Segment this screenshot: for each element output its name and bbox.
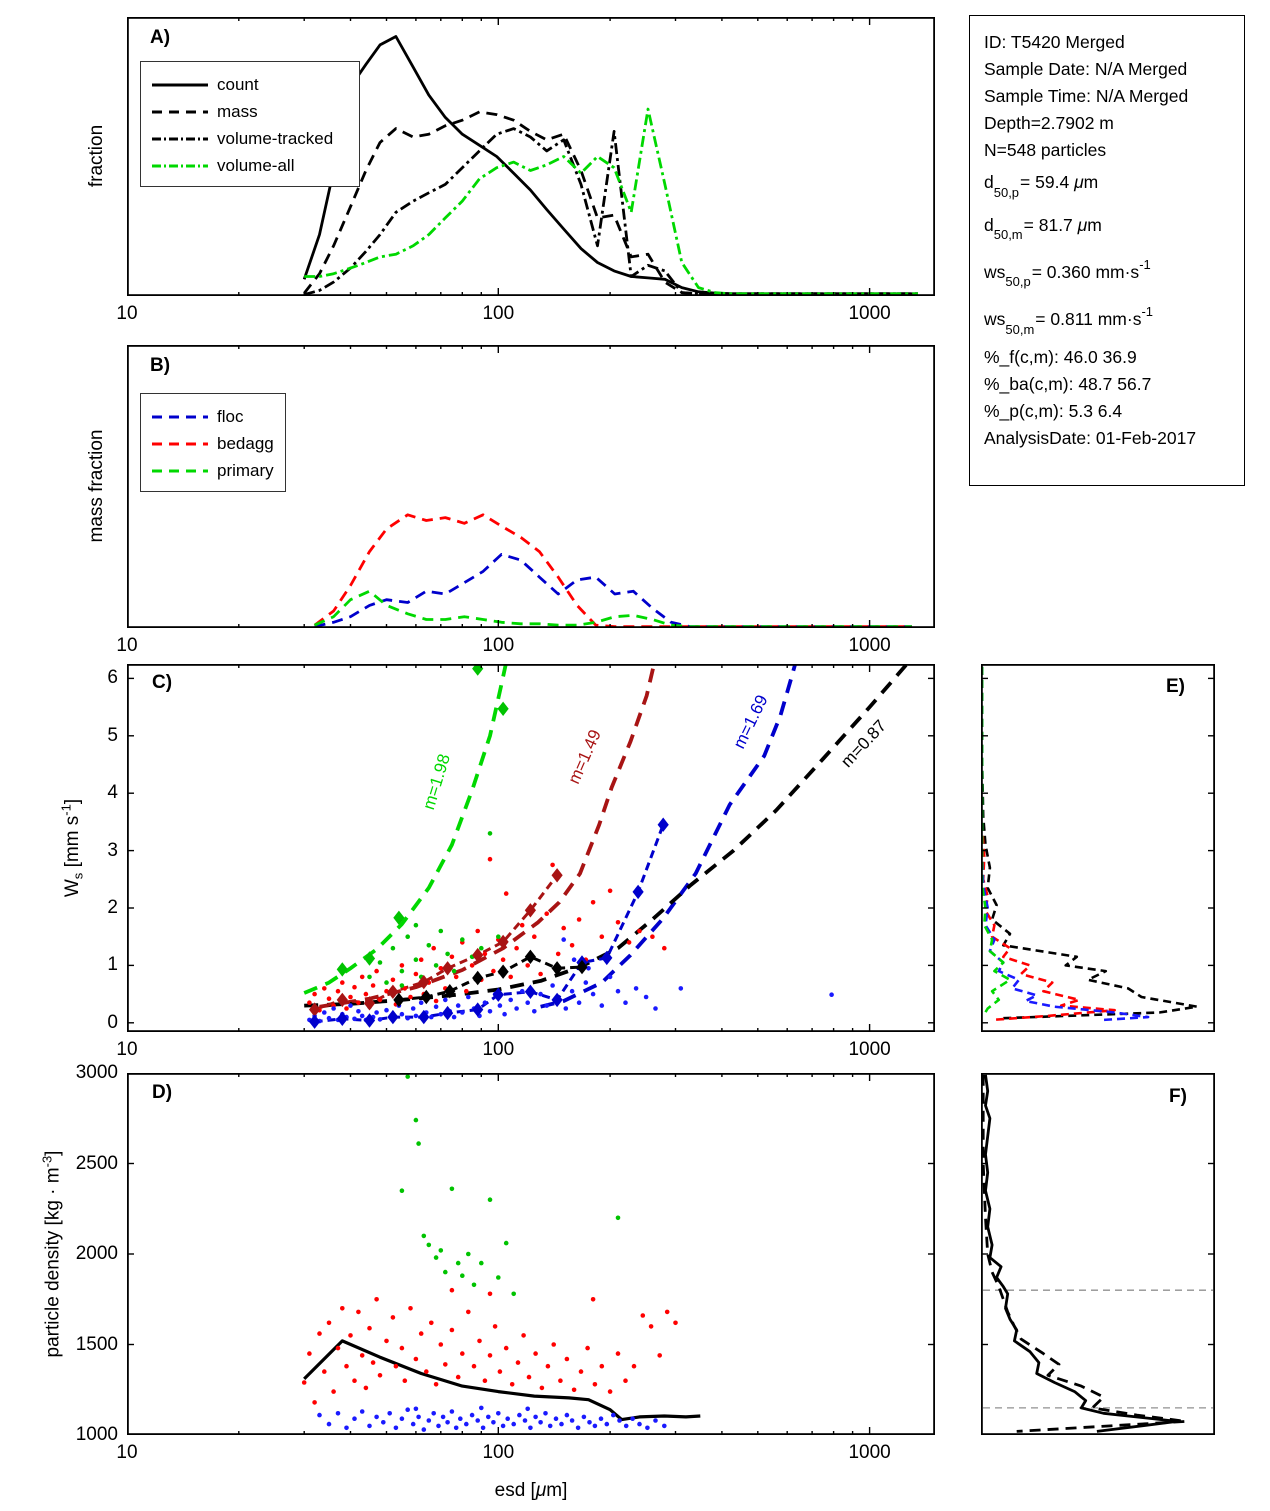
panel-b-mass-fraction-plot [127,345,935,628]
panel-a-y-axis-title: fraction [86,124,107,188]
legend-item-label: volume-all [217,155,295,175]
sample-info-box: ID: T5420 Merged Sample Date: N/A Merged S… [969,15,1245,486]
x-tick-label: 10 [116,303,138,324]
legend-item-label: count [217,74,259,94]
y-tick-label: 0 [107,1011,118,1033]
x-tick-label: 10 [116,1442,138,1463]
panel-b-legend: floc bedagg primary [140,393,286,492]
x-tick-label: 100 [482,1039,515,1060]
y-tick-label: 2 [107,896,118,918]
y-tick-label: 1500 [75,1333,118,1355]
y-tick-label: 6 [107,667,118,689]
panel-d-label: D) [152,1082,173,1103]
legend-item: volume-all [151,152,347,179]
info-line: %_p(c,m): 5.3 6.4 [984,400,1123,421]
x-tick-label: 1000 [848,303,891,324]
panel-f-label: F) [1169,1086,1187,1107]
x-tick-label: 1000 [848,1039,891,1060]
legend-item-label: mass [217,101,258,121]
info-line: AnalysisDate: 01-Feb-2017 [984,427,1197,448]
info-line: ws50,m= 0.811 mm·s-1 [984,304,1154,337]
panel-b-label: B) [150,355,171,376]
panel-b-y-axis-title: mass fraction [86,429,107,543]
info-line: d50,p= 59.4 μm [984,172,1099,200]
legend-item: mass [151,98,347,125]
x-tick-label: 100 [482,635,515,656]
panel-f-density-distribution-plot [981,1073,1215,1435]
x-tick-label: 1000 [848,1442,891,1463]
y-tick-label: 3000 [75,1062,118,1083]
panel-c-y-axis-title: Ws [mm s-1] [58,798,86,898]
x-tick-label: 10 [116,1039,138,1060]
x-tick-label: 100 [482,1442,515,1463]
legend-item: floc [151,403,273,430]
y-tick-label: 3 [107,839,118,861]
y-tick-label: 5 [107,724,118,746]
x-axis-title: esd [μm] [494,1480,568,1501]
y-tick-label: 1000 [75,1424,118,1445]
panel-e-label: E) [1166,676,1185,697]
info-line: %_ba(c,m): 48.7 56.7 [984,373,1152,394]
info-line: ws50,p= 0.360 mm·s-1 [984,257,1151,290]
panel-a-legend: count mass volume-tracked volume-all [140,61,360,187]
legend-item-label: volume-tracked [217,128,334,148]
y-tick-label: 1 [107,954,118,976]
panel-a-label: A) [150,27,171,48]
legend-item: volume-tracked [151,125,347,152]
y-tick-label: 2500 [75,1152,118,1174]
panel-e-ws-distribution-plot [981,664,1215,1032]
x-tick-label: 1000 [848,635,891,656]
info-line: Sample Time: N/A Merged [984,86,1189,106]
panel-c-settling-velocity-plot [127,664,935,1032]
x-tick-label: 10 [116,635,138,656]
panel-d-y-axis-title: particle density [kg · m-3] [39,1150,64,1358]
info-line: Depth=2.7902 m [984,113,1114,133]
panel-c-label: C) [152,672,173,693]
x-tick-label: 100 [482,303,515,324]
legend-item: primary [151,457,274,484]
legend-item-label: primary [217,460,274,480]
panel-a-size-distribution-plot [127,17,935,296]
y-tick-label: 2000 [75,1243,118,1264]
legend-item-label: floc [217,406,244,426]
info-line: ID: T5420 Merged [984,32,1125,52]
panel-d-particle-density-plot [127,1073,935,1435]
legend-item: count [151,71,347,98]
legend-item: bedagg [151,430,274,457]
info-line: %_f(c,m): 46.0 36.9 [984,346,1137,367]
legend-item-label: bedagg [217,433,274,453]
info-line: Sample Date: N/A Merged [984,59,1188,79]
info-line: N=548 particles [984,140,1107,160]
y-tick-label: 4 [107,782,118,804]
info-line: d50,m= 81.7 μm [984,214,1102,243]
